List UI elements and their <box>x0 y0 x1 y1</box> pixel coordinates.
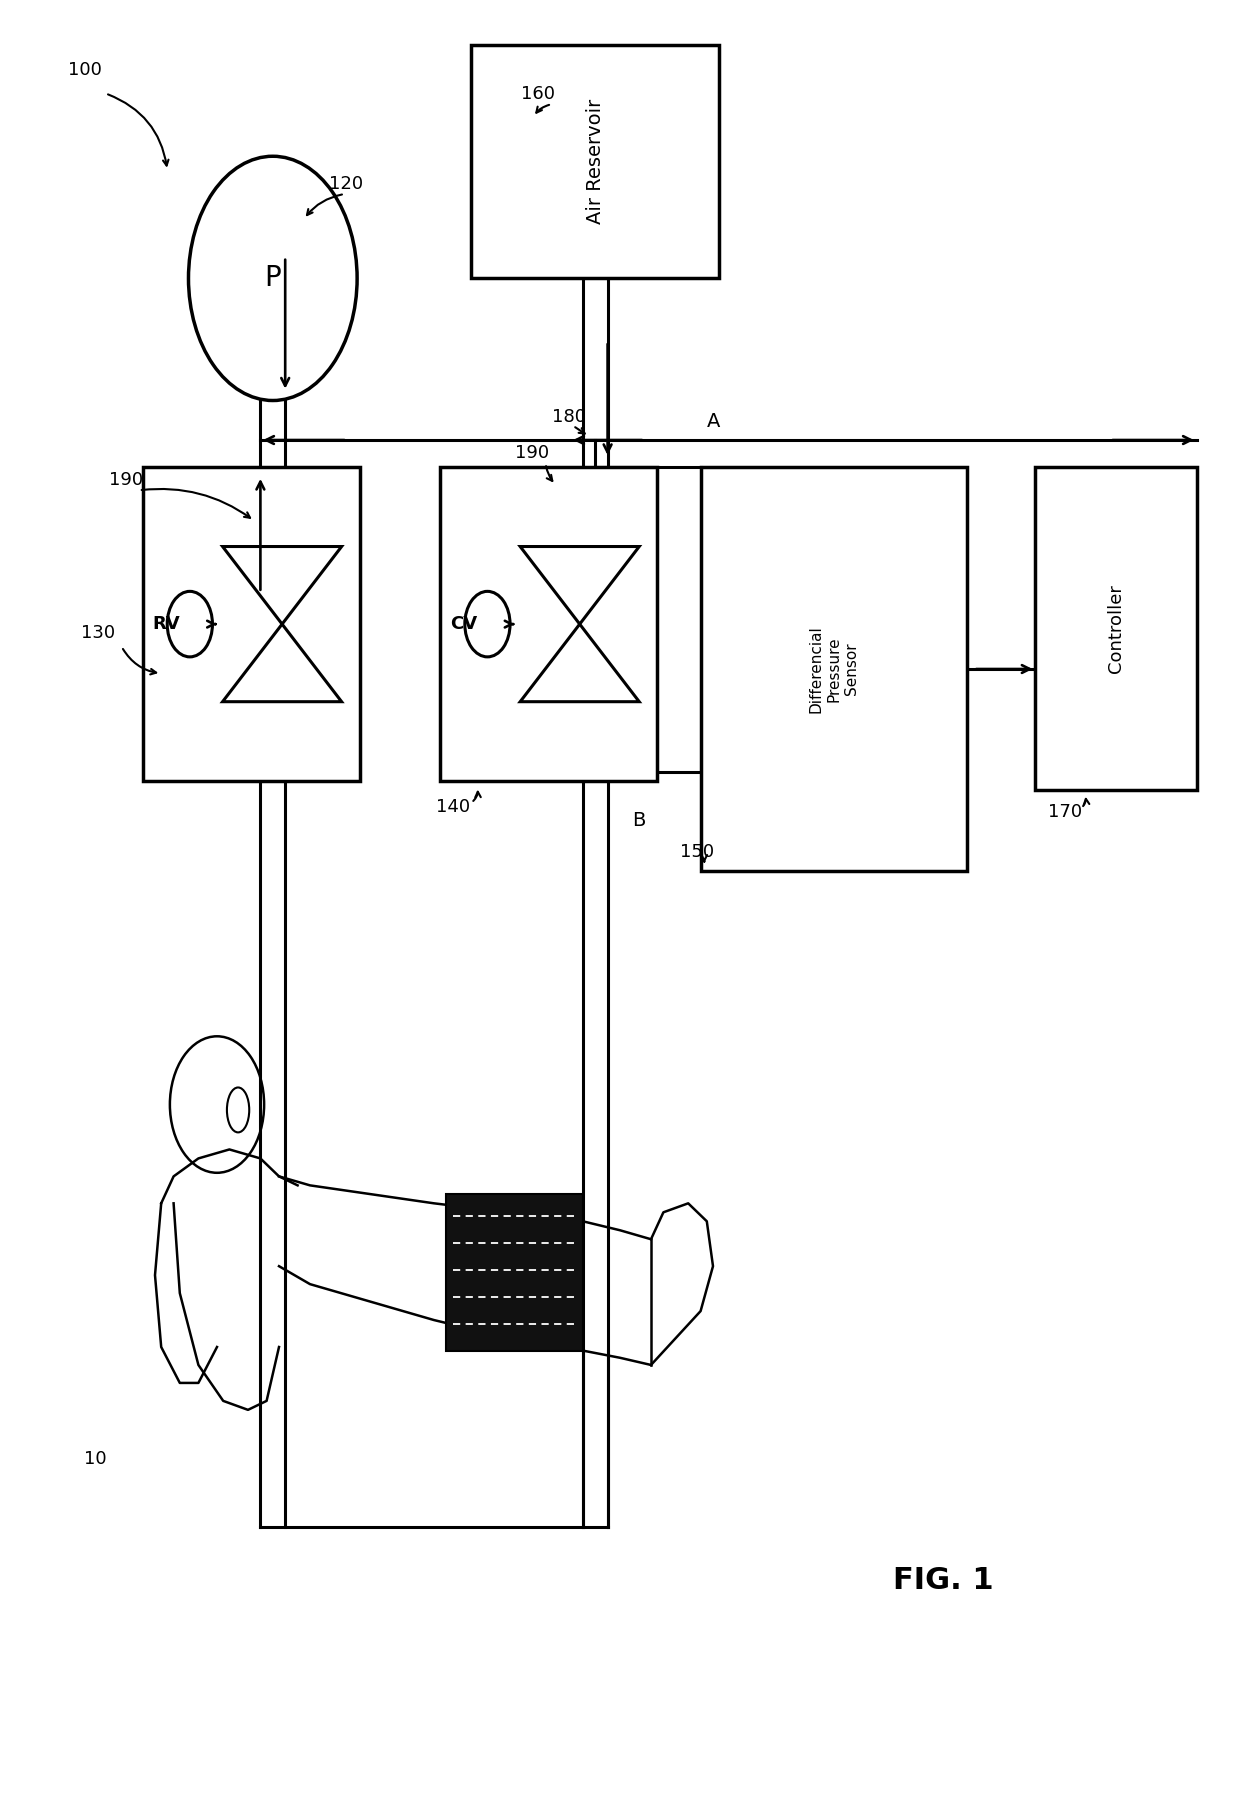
Text: Controller: Controller <box>1107 584 1125 674</box>
Bar <box>1035 467 1197 790</box>
Bar <box>471 45 719 278</box>
Text: 130: 130 <box>81 623 115 641</box>
Text: 150: 150 <box>680 842 714 860</box>
Bar <box>143 467 360 781</box>
Text: RV: RV <box>153 614 180 634</box>
Text: 170: 170 <box>1048 803 1083 821</box>
Bar <box>440 467 657 781</box>
Bar <box>446 1194 583 1351</box>
Text: P: P <box>264 264 281 293</box>
Text: A: A <box>707 413 720 431</box>
Text: B: B <box>632 812 646 830</box>
Text: 100: 100 <box>68 61 102 79</box>
Text: 190: 190 <box>515 444 549 462</box>
Text: Differencial
Pressure
Sensor: Differencial Pressure Sensor <box>808 625 859 713</box>
Bar <box>701 467 967 871</box>
Text: FIG. 1: FIG. 1 <box>893 1566 993 1595</box>
Text: 180: 180 <box>552 408 585 426</box>
Text: CV: CV <box>450 614 477 634</box>
Text: 110: 110 <box>552 1318 585 1336</box>
Text: 140: 140 <box>436 797 471 815</box>
Text: 160: 160 <box>521 84 554 102</box>
Text: 120: 120 <box>329 174 363 192</box>
Text: 190: 190 <box>109 471 144 489</box>
Text: Air Reservoir: Air Reservoir <box>585 99 605 224</box>
Text: 10: 10 <box>84 1449 107 1467</box>
